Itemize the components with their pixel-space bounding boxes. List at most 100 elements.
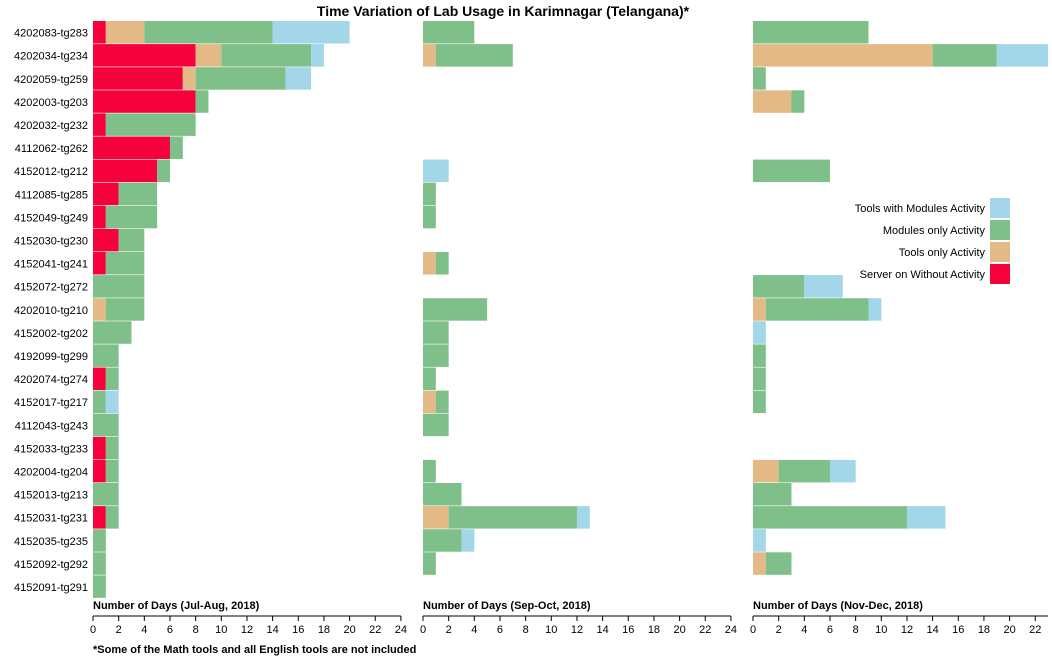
bar-segment-tools: 4152017-tg217: 1 xyxy=(423,390,436,414)
bar-segment-toolsModules: 4152002-tg202: 1 xyxy=(753,321,766,344)
x-tick-label: 0 xyxy=(750,624,756,636)
bar-segment-modules: 4152033-tg233: 1 xyxy=(105,436,119,460)
bar-segment-toolsModules: 4202059-tg259: 2 xyxy=(285,67,312,90)
bar-segment-modules: 4112085-tg285: 1 xyxy=(423,182,436,206)
x-tick-label: 10 xyxy=(875,624,887,636)
x-tick-label: 16 xyxy=(292,624,304,636)
bar-segment-modules: 4202032-tg232: 7 xyxy=(105,113,196,136)
bar-segment-modules: 4152013-tg213: 3 xyxy=(753,483,792,506)
bar-segment-tools: 4202010-tg210: 1 xyxy=(93,298,106,321)
bar-segment-modules: 4202003-tg203: 1 xyxy=(195,90,209,113)
bar-segment-modules: 4202059-tg259: 1 xyxy=(753,67,766,90)
bar-segment-modules: 4202010-tg210: 5 xyxy=(423,298,488,321)
bar-segment-modules: 4202010-tg210: 8 xyxy=(765,298,869,321)
bar-segment-modules: 4202004-tg204: 1 xyxy=(423,459,436,483)
x-tick-label: 18 xyxy=(318,624,330,636)
bar-segment-modules: 4152092-tg292: 1 xyxy=(93,552,106,575)
bar-segment-modules: 4202074-tg274: 1 xyxy=(423,367,436,390)
category-label: 4152017-tg217 xyxy=(14,397,88,409)
x-tick-label: 6 xyxy=(167,624,173,636)
x-tick-label: 4 xyxy=(801,624,807,636)
bar-segment-modules: 4152002-tg202: 2 xyxy=(423,321,449,344)
bar-segment-tools: 4152031-tg231: 2 xyxy=(423,506,449,529)
bar-segment-toolsModules: 4202010-tg210: 1 xyxy=(868,298,882,321)
bar-segment-modules: 4202059-tg259: 7 xyxy=(195,67,286,90)
legend-label: Server on Without Activity xyxy=(860,269,986,281)
bar-segment-modules: 4202034-tg234: 6 xyxy=(435,44,513,67)
bar-segment-tools: 4202034-tg234: 1 xyxy=(423,44,436,67)
x-axis-label: Number of Days (Jul-Aug, 2018) xyxy=(93,600,260,612)
category-label: 4152072-tg272 xyxy=(14,282,88,294)
category-label: 4152092-tg292 xyxy=(14,559,88,571)
category-label: 4152013-tg213 xyxy=(14,490,88,502)
bar-segment-modules: 4152002-tg202: 3 xyxy=(93,321,132,344)
x-tick-label: 8 xyxy=(853,624,859,636)
bar-segment-server: 4152030-tg230: 2 xyxy=(93,228,119,252)
bar-segment-toolsModules: 4152035-tg235: 1 xyxy=(753,529,766,552)
bar-segment-toolsModules: 4152012-tg212: 2 xyxy=(423,159,449,183)
bar-segment-server: 4112085-tg285: 2 xyxy=(93,182,119,206)
category-label: 4202004-tg204 xyxy=(14,467,88,479)
legend-label: Tools with Modules Activity xyxy=(855,203,986,215)
bar-segment-modules: 4152049-tg249: 4 xyxy=(105,205,158,229)
x-tick-label: 2 xyxy=(116,624,122,636)
bar-segment-tools: 4202004-tg204: 2 xyxy=(753,459,779,483)
bar-segment-toolsModules: 4202034-tg234: 1 xyxy=(311,44,324,67)
bar-segment-server: 4202032-tg232: 1 xyxy=(93,113,106,136)
panel-3: 4202083-tg283: 94202034-tg234: 144202034… xyxy=(750,21,1049,636)
x-tick-label: 4 xyxy=(471,624,477,636)
bar-segment-modules: 4152041-tg241: 3 xyxy=(105,252,145,275)
bar-segment-modules: 4202083-tg283: 10 xyxy=(144,21,273,44)
category-label: 4192099-tg299 xyxy=(14,351,88,363)
bar-segment-modules: 4152017-tg217: 1 xyxy=(753,390,766,414)
category-label: 4152049-tg249 xyxy=(14,212,88,224)
footnote: *Some of the Math tools and all English … xyxy=(93,644,416,656)
x-tick-label: 12 xyxy=(901,624,913,636)
x-tick-label: 16 xyxy=(622,624,634,636)
bar-segment-tools: 4152041-tg241: 1 xyxy=(423,252,436,275)
bar-segment-modules: 4152013-tg213: 3 xyxy=(423,483,462,506)
x-tick-label: 2 xyxy=(776,624,782,636)
category-label: 4152002-tg202 xyxy=(14,328,88,340)
x-tick-label: 2 xyxy=(446,624,452,636)
bar-segment-modules: 4202074-tg274: 1 xyxy=(753,367,766,390)
legend-label: Tools only Activity xyxy=(899,247,986,259)
bar-segment-modules: 4202004-tg204: 4 xyxy=(778,459,830,483)
bar-segment-modules: 4202074-tg274: 1 xyxy=(105,367,119,390)
category-label: 4202003-tg203 xyxy=(14,97,88,109)
x-tick-label: 20 xyxy=(1003,624,1015,636)
bar-segment-modules: 4202003-tg203: 1 xyxy=(791,90,805,113)
legend-label: Modules only Activity xyxy=(883,225,986,237)
x-tick-label: 22 xyxy=(1029,624,1041,636)
bar-segment-server: 4202034-tg234: 8 xyxy=(93,44,196,67)
bar-segment-tools: 4152092-tg292: 1 xyxy=(753,552,766,575)
bar-segment-modules: 4112043-tg243: 2 xyxy=(93,413,119,437)
category-label: 4152041-tg241 xyxy=(14,259,88,271)
x-tick-label: 20 xyxy=(673,624,685,636)
category-label: 4152030-tg230 xyxy=(14,236,88,248)
category-label: 4152091-tg291 xyxy=(14,582,88,594)
x-tick-label: 14 xyxy=(266,624,278,636)
bar-segment-server: 4202083-tg283: 1 xyxy=(93,21,106,44)
legend-swatch xyxy=(990,242,1010,262)
category-label: 4112062-tg262 xyxy=(15,143,88,155)
bar-segment-modules: 4152012-tg212: 6 xyxy=(753,159,830,183)
x-tick-label: 12 xyxy=(241,624,253,636)
bar-segment-server: 4152033-tg233: 1 xyxy=(93,436,106,460)
x-tick-label: 10 xyxy=(545,624,557,636)
bar-segment-modules: 4152017-tg217: 1 xyxy=(93,390,106,414)
bar-segment-modules: 4202004-tg204: 1 xyxy=(105,459,119,483)
bar-segment-toolsModules: 4202034-tg234: 4 xyxy=(996,44,1049,67)
x-tick-label: 24 xyxy=(395,624,407,636)
x-tick-label: 10 xyxy=(215,624,227,636)
category-label: 4202059-tg259 xyxy=(14,74,88,86)
bar-segment-toolsModules: 4152035-tg235: 1 xyxy=(461,529,475,552)
bar-segment-modules: 4152013-tg213: 2 xyxy=(93,483,119,506)
bar-segment-server: 4152031-tg231: 1 xyxy=(93,506,106,529)
panels: 4202083-tg283: 14202083-tg283: 34202083-… xyxy=(90,21,1049,636)
category-label: 4112085-tg285 xyxy=(15,189,88,201)
bar-segment-modules: 4152031-tg231: 1 xyxy=(105,506,119,529)
bar-segment-modules: 4152041-tg241: 1 xyxy=(435,252,449,275)
category-label: 4202074-tg274 xyxy=(14,374,88,386)
bar-segment-modules: 4202083-tg283: 9 xyxy=(753,21,869,44)
